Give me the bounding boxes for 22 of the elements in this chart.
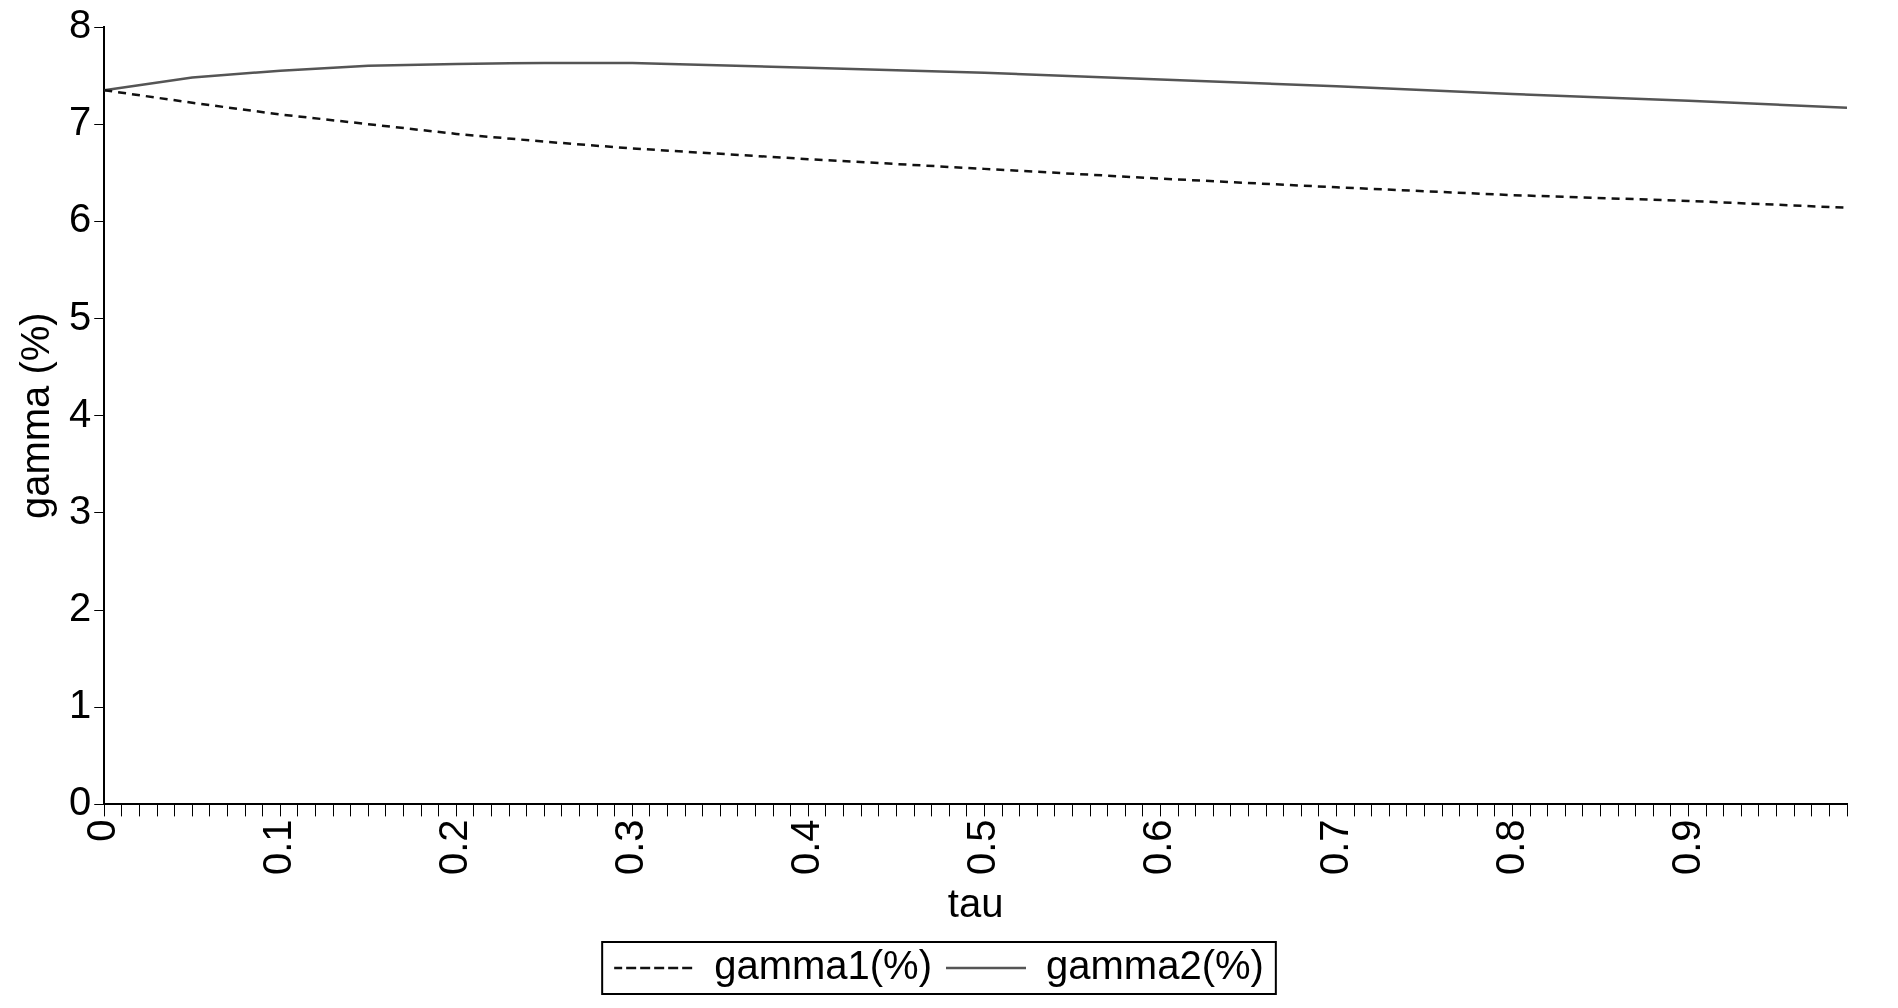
legend-label: gamma2(%) (1046, 943, 1264, 988)
x-tick-label: 0.1 (255, 819, 300, 875)
y-tick-label: 6 (69, 196, 92, 241)
y-tick-label: 8 (69, 2, 92, 47)
y-tick-label: 3 (69, 487, 92, 532)
y-tick-label: 5 (69, 293, 92, 338)
y-axis-title: gamma (%) (13, 312, 58, 520)
y-tick-label: 0 (69, 779, 92, 824)
y-tick-label: 4 (69, 390, 92, 435)
x-tick-label: 0.9 (1663, 819, 1708, 875)
legend-label: gamma1(%) (714, 943, 933, 988)
x-tick-label: 0.8 (1487, 819, 1532, 875)
x-tick-label: 0.4 (783, 819, 828, 875)
y-tick-label: 1 (69, 682, 92, 727)
x-tick-label: 0.7 (1311, 819, 1356, 875)
x-tick-label: 0.6 (1135, 819, 1180, 875)
y-tick-label: 7 (69, 99, 92, 144)
x-tick-label: 0.2 (431, 819, 476, 875)
x-axis-title: tau (947, 881, 1004, 926)
x-tick-label: 0.3 (607, 819, 652, 875)
x-tick-label: 0.5 (959, 819, 1004, 875)
y-tick-label: 2 (69, 585, 92, 630)
